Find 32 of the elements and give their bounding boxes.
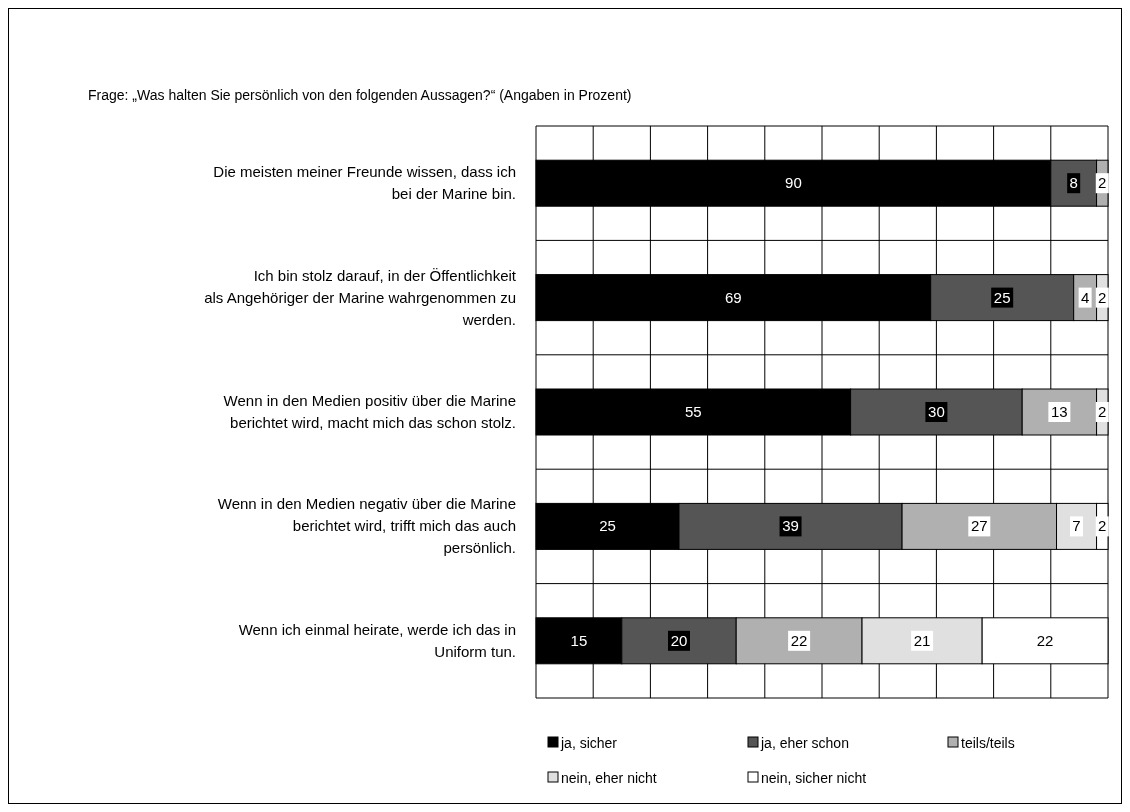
y-tick-label: Wenn in den Medien positiv über die Marine berichtet wird, macht mich das schon stolz. xyxy=(223,392,516,431)
legend-label: ja, eher schon xyxy=(760,735,849,751)
data-label: 2 xyxy=(1098,517,1107,535)
data-label: 69 xyxy=(725,288,742,306)
y-tick-label: Die meisten meiner Freunde wissen, dass ich bei der Marine bin. xyxy=(213,163,516,203)
data-label: 2 xyxy=(1098,403,1107,420)
data-label: 4 xyxy=(1080,288,1090,306)
data-label: 2 xyxy=(1098,288,1107,306)
legend-label: ja, sicher xyxy=(560,735,618,751)
data-label: 13 xyxy=(1051,403,1068,420)
y-tick-label: Wenn ich einmal heirate, werde ich das in Uniform tun. xyxy=(238,620,516,660)
data-label: 27 xyxy=(970,517,988,535)
data-label: 7 xyxy=(1072,517,1081,535)
y-tick-label: Wenn in den Medien negativ über die Marine berichtet wird, trifft mich das auch persönlich. xyxy=(217,495,516,557)
legend-label: nein, eher nicht xyxy=(561,770,657,786)
data-label: 20 xyxy=(670,631,688,649)
data-label: 39 xyxy=(782,517,799,535)
text: Frage: „Was halten Sie persönlich von den folgenden Aussagen?“ (Angaben in Prozent) xyxy=(88,87,632,103)
data-label: 22 xyxy=(1036,631,1054,649)
data-label: 8 xyxy=(1069,174,1078,192)
data-label: 25 xyxy=(993,288,1011,306)
data-label: 30 xyxy=(928,403,945,420)
data-label: 55 xyxy=(684,403,702,420)
data-label: 21 xyxy=(913,631,931,649)
data-label: 22 xyxy=(790,631,808,649)
legend-label: teils/teils xyxy=(961,735,1015,751)
data-label: 2 xyxy=(1098,174,1107,192)
data-label: 90 xyxy=(785,174,802,192)
y-tick-label: Ich bin stolz darauf, in der Öffentlichkeit als Angehöriger der Marine wahrgenommen zu werden. xyxy=(204,266,517,328)
legend-label: nein, sicher nicht xyxy=(761,770,867,786)
data-label: 15 xyxy=(570,631,588,649)
data-label: 25 xyxy=(599,517,616,535)
